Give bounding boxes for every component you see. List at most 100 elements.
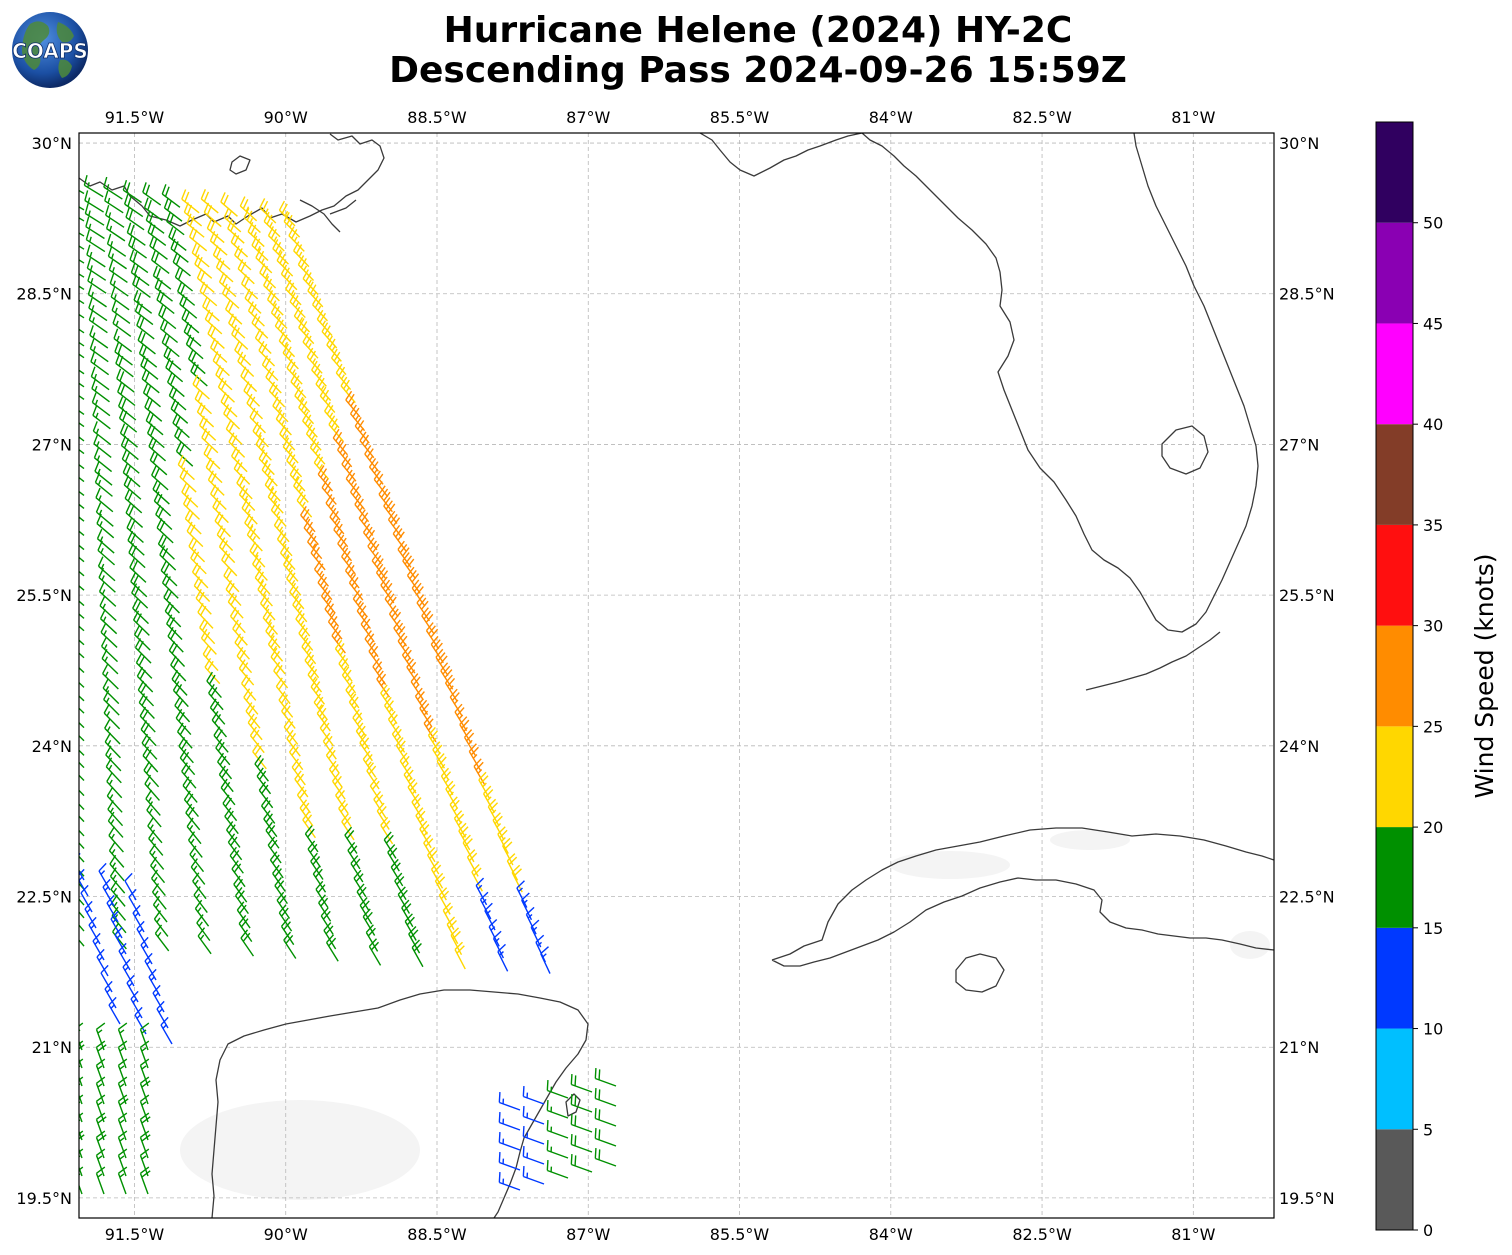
wind-barb [330,348,347,376]
wind-barb [278,331,296,358]
wind-barb [218,537,236,564]
coast-isla-juventud [955,953,1005,993]
wind-barb [214,511,231,538]
wind-barb [453,810,467,838]
wind-barb [193,886,208,914]
wind-barb [107,246,127,270]
wind-barb [197,602,214,629]
wind-barb [281,702,296,729]
wind-barb [79,774,85,781]
lon-tick-label-top: 82.5°W [1012,108,1072,127]
wind-barb [105,757,122,784]
wind-barb [344,826,358,854]
wind-barb [220,392,238,418]
wind-barb [237,259,255,285]
wind-barb [341,455,357,482]
wind-barb [183,494,200,520]
wind-barb [126,222,146,246]
wind-barb [291,758,306,786]
wind-barb [234,633,250,660]
map-frame [78,132,1275,1219]
wind-barb [570,1154,593,1173]
wind-barb [85,229,106,253]
wind-barb [93,447,113,473]
wind-barb [498,1132,521,1151]
wind-barb [190,361,208,387]
wind-barb [105,218,126,242]
wind-barb [196,268,215,293]
wind-barb [97,556,116,582]
wind-barb [321,478,337,505]
wind-barb [328,760,343,788]
wind-barb [522,1146,545,1165]
wind-barb [247,301,265,327]
wind-barb [325,934,339,962]
lon-tick-label-bottom: 82.5°W [1012,1225,1072,1244]
wind-barb [497,943,509,972]
wind-barb [411,793,425,822]
wind-barb [522,1126,545,1145]
wind-barb [116,368,135,393]
wind-barb [190,858,206,885]
wind-barb [233,875,248,903]
wind-barb [247,713,263,741]
wind-barb [436,753,450,781]
wind-barb [79,666,85,674]
lon-tick-label-top: 81°W [1171,108,1215,127]
wind-barb [95,1094,106,1123]
wind-barb [540,946,551,974]
wind-barb [415,807,428,835]
lon-tick-label-bottom: 81°W [1171,1225,1215,1244]
wind-barb [95,1040,107,1069]
wind-barb [117,1022,128,1051]
lon-labels-top: 91.5°W 90°W 88.5°W 87°W 85.5°W 84°W 82.5°W 81°W [105,108,1216,127]
lon-tick-label-top: 90°W [264,108,308,127]
wind-barb [368,938,382,966]
wind-barb [79,898,85,906]
wind-barb [130,262,150,287]
wind-barb [79,232,85,237]
wind-barb [454,703,468,732]
wind-barb [307,532,323,560]
wind-barb [218,765,234,793]
wind-barb [131,583,149,609]
wind-barb [100,622,118,648]
wind-barb [172,681,189,708]
wind-barb [387,844,400,872]
wind-barb [183,790,199,817]
wind-barb [393,619,408,647]
wind-barb [366,762,380,790]
colorbar-label: Wind Speed (knots) [1470,553,1499,798]
wind-barb [104,732,121,759]
wind-barb [194,389,212,415]
wind-barb [473,758,486,786]
colorbar-tick-label: 40 [1423,415,1443,434]
lat-tick-label-right: 22.5°N [1279,888,1335,907]
wind-barb [96,528,115,554]
wind-barb [128,543,146,569]
wind-barb [117,381,136,407]
wind-barb [307,840,322,868]
wind-barb [249,407,266,434]
wind-barb [459,716,472,744]
wind-barb [79,313,85,319]
wind-barb [212,351,230,377]
wind-barb [380,816,394,845]
wind-barb [238,485,256,511]
wind-barb [201,427,219,454]
wind-barb [594,1088,617,1107]
wind-barb [362,523,378,551]
wind-barb [278,200,296,227]
coast-okeechobee [1161,425,1209,475]
lat-tick-label-left: 28.5°N [16,285,72,304]
wind-barb [233,459,251,485]
wind-barb [79,341,85,347]
wind-barb [293,241,310,268]
wind-barb [117,396,137,421]
wind-barb [272,396,289,423]
wind-barb [79,1040,85,1069]
lat-tick-label-right: 28.5°N [1279,285,1335,304]
wind-barb [312,295,328,322]
wind-barb [283,931,297,959]
